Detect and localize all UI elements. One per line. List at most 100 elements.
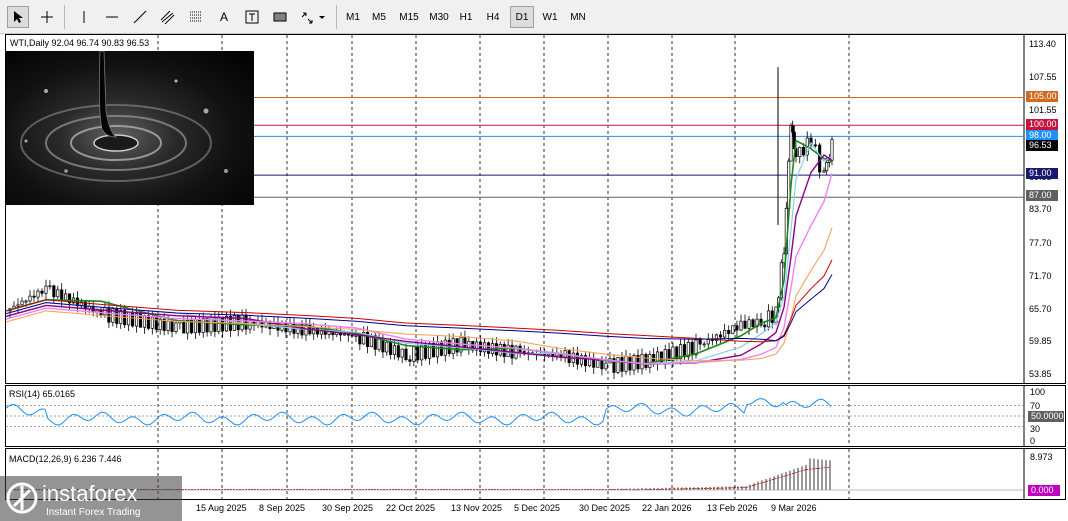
- rsi-axis-100: 100: [1030, 387, 1046, 397]
- candle: [791, 125, 795, 133]
- candle: [600, 360, 604, 370]
- vertical-line-icon[interactable]: [73, 6, 95, 28]
- trend-line-icon[interactable]: [129, 6, 151, 28]
- candle: [779, 262, 783, 299]
- candle: [675, 346, 679, 360]
- candle: [20, 300, 24, 306]
- oil-drop-image: [6, 51, 254, 205]
- timeframe-h1[interactable]: H1: [459, 11, 473, 23]
- candle: [502, 343, 506, 357]
- candle: [131, 311, 135, 327]
- candle: [107, 306, 111, 323]
- price-level-tag: 96.53: [1026, 140, 1058, 151]
- candle: [798, 147, 802, 158]
- rsi-axis-30: 30: [1030, 424, 1041, 434]
- instaforex-logo: instaforex Instant Forex Trading: [0, 476, 182, 521]
- candle: [735, 325, 739, 331]
- candle: [392, 345, 397, 355]
- candle: [373, 335, 377, 350]
- candle: [739, 320, 743, 331]
- candle: [506, 344, 510, 357]
- candle: [111, 308, 115, 323]
- ma-navy: [6, 274, 833, 342]
- candle: [36, 290, 40, 298]
- candle: [323, 329, 327, 335]
- candle: [694, 339, 698, 356]
- candle: [743, 320, 747, 329]
- candle: [404, 348, 408, 360]
- candle: [385, 341, 389, 353]
- candle: [679, 344, 683, 360]
- timeframe-m30[interactable]: M30: [429, 11, 449, 23]
- cursor-icon[interactable]: [7, 6, 29, 28]
- horizontal-line-icon[interactable]: [101, 6, 123, 28]
- price-level-tag: 87.00: [1026, 190, 1058, 201]
- timeframe-mn[interactable]: MN: [570, 11, 586, 23]
- candle: [766, 310, 771, 328]
- candle: [408, 359, 412, 362]
- candle: [377, 338, 381, 350]
- time-axis-label: 15 Aug 2025: [196, 503, 247, 513]
- text-tool-icon[interactable]: A: [219, 10, 228, 24]
- candle: [201, 318, 205, 333]
- timeframe-w1[interactable]: W1: [542, 11, 558, 23]
- rsi-line: [6, 398, 832, 426]
- candle: [28, 295, 32, 302]
- candle: [579, 355, 584, 365]
- rectangle-label-icon[interactable]: [269, 6, 291, 28]
- arrows-icon[interactable]: [297, 6, 329, 28]
- candle: [667, 349, 671, 361]
- candle: [342, 333, 347, 336]
- candle: [52, 285, 56, 298]
- timeframe-m1[interactable]: M1: [346, 11, 360, 23]
- candle: [706, 339, 710, 345]
- price-axis-label: 71.70: [1029, 271, 1052, 281]
- chart-header: WTI,Daily 92.04 96.74 90.83 96.53: [10, 38, 150, 48]
- macd-label: MACD(12,26,9) 6.236 7.446: [9, 454, 122, 464]
- timeframe-h4[interactable]: H4: [486, 11, 500, 23]
- candle: [138, 313, 143, 328]
- fibonacci-icon[interactable]: [185, 6, 207, 28]
- candle: [640, 354, 644, 370]
- main-chart-panel[interactable]: WTI,Daily 92.04 96.74 90.83 96.53 113.40…: [5, 34, 1066, 384]
- timeframe-d1[interactable]: D1: [510, 6, 534, 28]
- price-axis-label: 101.55: [1029, 105, 1057, 115]
- candle: [698, 339, 702, 345]
- candle: [205, 318, 209, 333]
- rsi-chart[interactable]: [6, 386, 1065, 446]
- candle: [381, 338, 385, 353]
- time-axis-label: 30 Dec 2025: [579, 503, 631, 513]
- time-axis-label: 30 Sep 2025: [322, 503, 374, 513]
- rsi-level-tag: 50.0000: [1028, 411, 1064, 422]
- price-axis-label: 53.85: [1029, 369, 1052, 379]
- price-level-tag: 98.00: [1026, 130, 1058, 141]
- candle: [412, 346, 416, 362]
- timeframe-m15[interactable]: M15: [399, 11, 419, 23]
- time-axis-label: 13 Feb 2026: [707, 503, 758, 513]
- candle: [16, 304, 20, 307]
- crosshair-icon[interactable]: [36, 6, 58, 28]
- equidistant-channel-icon[interactable]: [157, 6, 179, 28]
- candle: [40, 290, 44, 294]
- candle: [354, 335, 358, 337]
- text-label-icon[interactable]: [241, 6, 263, 28]
- candle: [182, 320, 186, 334]
- candle: [68, 293, 72, 304]
- candle: [498, 343, 502, 356]
- candle: [64, 293, 68, 301]
- price-axis-label: 77.70: [1029, 238, 1052, 248]
- timeframe-m5[interactable]: M5: [372, 11, 386, 23]
- price-level-tag: 105.00: [1026, 91, 1058, 102]
- candle: [389, 341, 393, 355]
- candle: [604, 362, 608, 370]
- candle: [48, 285, 52, 288]
- candle: [134, 313, 139, 327]
- candle: [312, 327, 316, 335]
- candle: [400, 348, 404, 358]
- candle: [718, 334, 723, 338]
- ma-violet: [6, 173, 833, 365]
- candle: [770, 310, 774, 323]
- candle: [186, 319, 190, 334]
- candle: [486, 342, 491, 354]
- rsi-panel[interactable]: RSI(14) 65.0165 100 70 50.0000 30 0: [5, 385, 1066, 447]
